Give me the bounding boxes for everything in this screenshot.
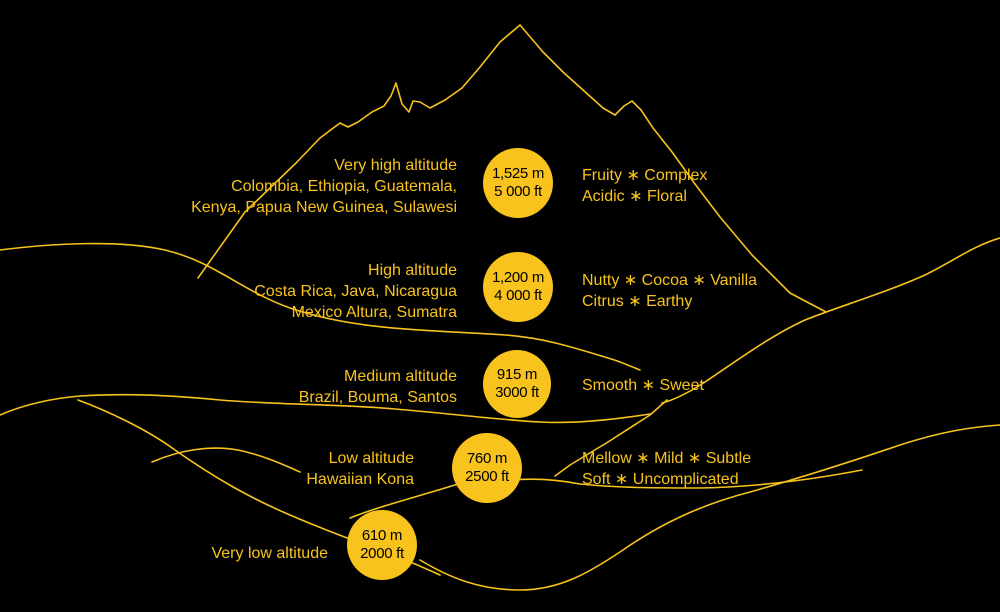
flavor-notes-high: Nutty ∗ Cocoa ∗ Vanilla Citrus ∗ Earthy [582,270,757,312]
badge-meters: 610 m [361,527,403,544]
level-title: Very high altitude [334,157,457,174]
mountain-peak-line [197,24,827,313]
altitude-badge-very-low: 610 m 2000 ft [347,510,417,580]
region-line: Hawaiian Kona [306,471,414,488]
region-line: Costa Rica, Java, Nicaragua [254,283,457,300]
level-title: Medium altitude [344,368,457,385]
ridge-right [661,237,1000,404]
badge-feet: 2000 ft [360,545,404,562]
flavor-notes-medium: Smooth ∗ Sweet [582,375,704,396]
flavor-notes-very-high: Fruity ∗ Complex Acidic ∗ Floral [582,165,707,207]
altitude-badge-medium: 915 m 3000 ft [483,350,551,418]
ridge-foreground [419,424,1000,591]
badge-meters: 915 m [496,366,538,383]
region-line: Mexico Altura, Sumatra [291,304,457,321]
ridge-connector [554,399,668,477]
level-title: High altitude [368,262,457,279]
level-high-text: High altitude Costa Rica, Java, Nicaragu… [180,260,457,323]
level-medium-text: Medium altitude Brazil, Bouma, Santos [180,366,457,408]
flavor-notes-low: Mellow ∗ Mild ∗ Subtle Soft ∗ Uncomplica… [582,448,751,490]
flavor-line: Fruity ∗ Complex [582,167,708,184]
flavor-line: Acidic ∗ Floral [582,188,687,205]
badge-feet: 4 000 ft [494,287,542,304]
ridge-upper [0,242,641,371]
badge-meters: 760 m [466,450,508,467]
badge-feet: 2500 ft [465,468,509,485]
level-title: Low altitude [328,450,414,467]
flavor-line: Smooth ∗ Sweet [582,377,704,394]
level-very-low-text: Very low altitude [150,543,328,564]
badge-meters: 1,525 m [491,165,545,182]
region-line: Brazil, Bouma, Santos [298,389,457,406]
ridge-mid-low [509,469,863,489]
altitude-badge-very-high: 1,525 m 5 000 ft [483,148,553,218]
badge-meters: 1,200 m [491,269,545,286]
region-line: Kenya, Papua New Guinea, Sulawesi [191,199,457,216]
flavor-line: Citrus ∗ Earthy [582,293,693,310]
altitude-badge-high: 1,200 m 4 000 ft [483,252,553,322]
ridge-middle [0,393,651,424]
level-low-text: Low altitude Hawaiian Kona [200,448,414,490]
ridge-lower-hill [151,447,301,473]
level-very-high-text: Very high altitude Colombia, Ethiopia, G… [180,155,457,218]
badge-feet: 3000 ft [495,384,539,401]
flavor-line: Nutty ∗ Cocoa ∗ Vanilla [582,272,758,289]
level-title: Very low altitude [211,545,328,562]
flavor-line: Soft ∗ Uncomplicated [582,471,739,488]
altitude-badge-low: 760 m 2500 ft [452,433,522,503]
badge-feet: 5 000 ft [494,183,542,200]
region-line: Colombia, Ethiopia, Guatemala, [231,178,457,195]
flavor-line: Mellow ∗ Mild ∗ Subtle [582,450,752,467]
